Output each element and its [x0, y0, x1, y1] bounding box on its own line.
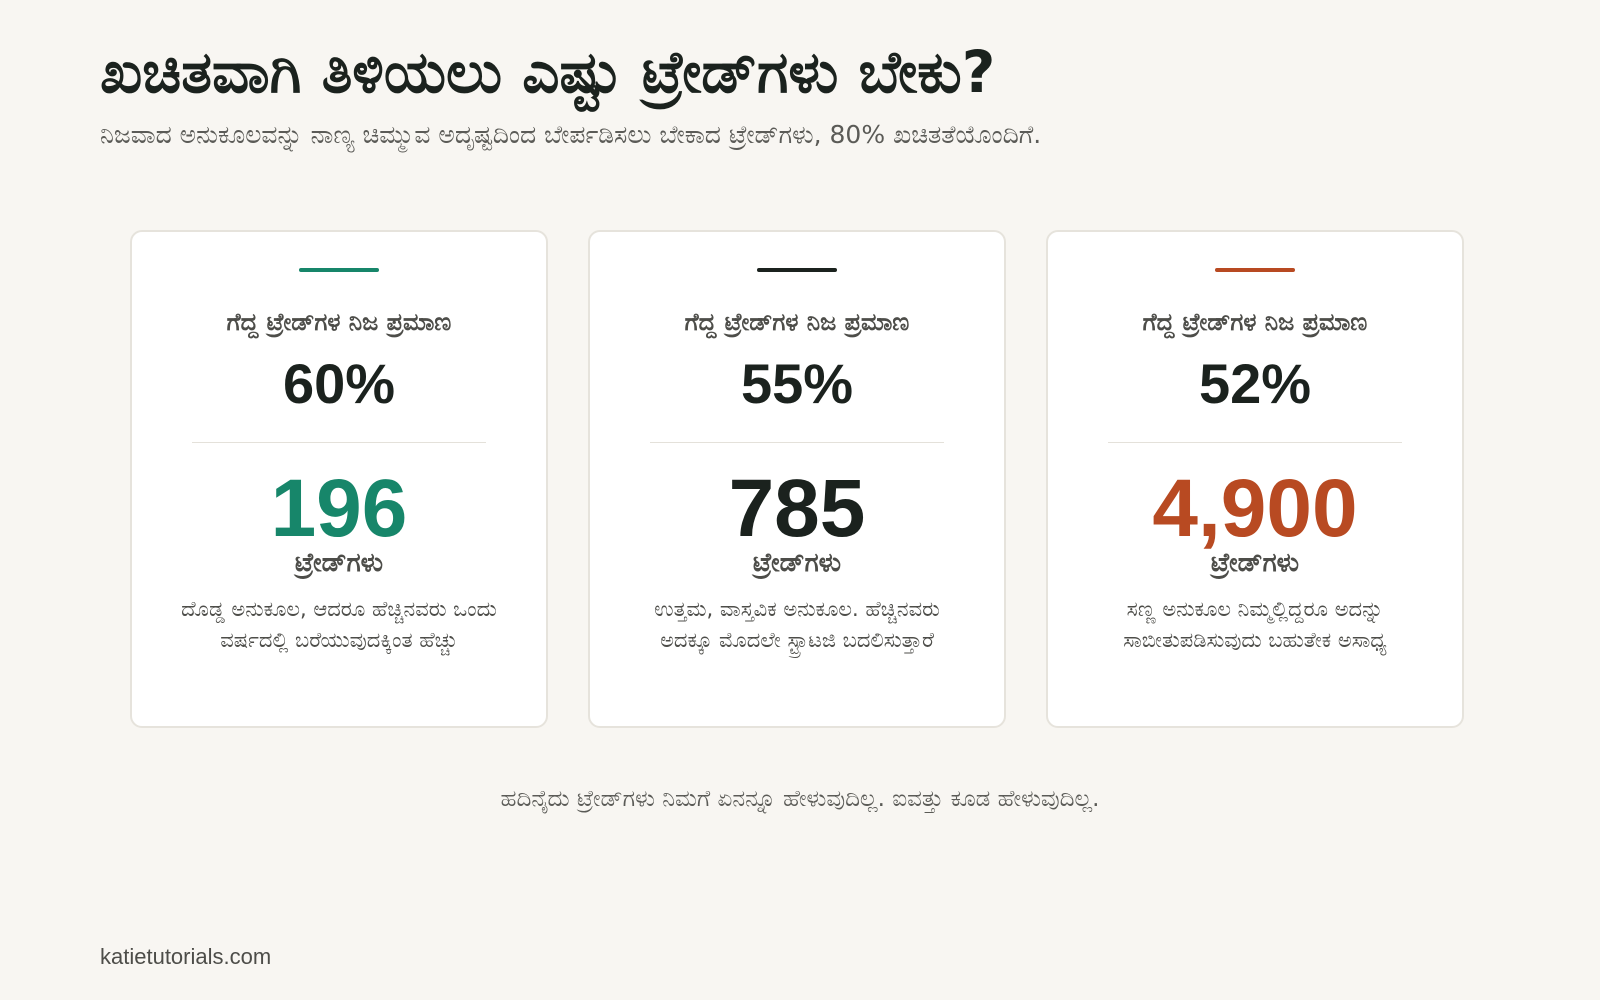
trade-count-value: 196	[270, 463, 408, 554]
card-label: ಗೆದ್ದ ಟ್ರೇಡ್‌ಗಳ ನಿಜ ಪ್ರಮಾಣ	[684, 308, 910, 336]
card-divider	[650, 442, 944, 443]
trades-unit-label: ಟ್ರೇಡ್‌ಗಳು	[294, 548, 384, 578]
page-title: ಖಚಿತವಾಗಿ ತಿಳಿಯಲು ಎಷ್ಟು ಟ್ರೇಡ್‌ಗಳು ಬೇಕು?	[100, 38, 996, 106]
trades-unit-label: ಟ್ರೇಡ್‌ಗಳು	[752, 548, 842, 578]
cards-row: ಗೆದ್ದ ಟ್ರೇಡ್‌ಗಳ ನಿಜ ಪ್ರಮಾಣ 60% 196 ಟ್ರೇಡ…	[130, 230, 1470, 728]
page-subtitle: ನಿಜವಾದ ಅನುಕೂಲವನ್ನು ನಾಣ್ಯ ಚಿಮ್ಮುವ ಅದೃಷ್ಟದ…	[100, 120, 1042, 149]
card-label: ಗೆದ್ದ ಟ್ರೇಡ್‌ಗಳ ನಿಜ ಪ್ರಮಾಣ	[1142, 308, 1368, 336]
card-label: ಗೆದ್ದ ಟ್ರೇಡ್‌ಗಳ ನಿಜ ಪ್ರಮಾಣ	[226, 308, 452, 336]
trade-count-value: 4,900	[1152, 463, 1358, 554]
accent-bar	[757, 268, 837, 272]
win-rate-value: 52%	[1198, 352, 1312, 415]
accent-bar	[299, 268, 379, 272]
card-52-percent: ಗೆದ್ದ ಟ್ರೇಡ್‌ಗಳ ನಿಜ ಪ್ರಮಾಣ 52% 4,900 ಟ್ರ…	[1046, 230, 1464, 728]
card-description: ಉತ್ತಮ, ವಾಸ್ತವಿಕ ಅನುಕೂಲ. ಹೆಚ್ಚಿನವರು ಅದಕ್ಕ…	[654, 597, 940, 652]
card-description: ಸಣ್ಣ ಅನುಕೂಲ ನಿಮ್ಮಲ್ಲಿದ್ದರೂ ಅದನ್ನು ಸಾಬೀತು…	[1123, 597, 1387, 652]
card-60-percent: ಗೆದ್ದ ಟ್ರೇಡ್‌ಗಳ ನಿಜ ಪ್ರಮಾಣ 60% 196 ಟ್ರೇಡ…	[130, 230, 548, 728]
footer-note: ಹದಿನೈದು ಟ್ರೇಡ್‌ಗಳು ನಿಮಗೆ ಏನನ್ನೂ ಹೇಳುವುದಿ…	[500, 786, 1100, 812]
card-55-percent: ಗೆದ್ದ ಟ್ರೇಡ್‌ಗಳ ನಿಜ ಪ್ರಮಾಣ 55% 785 ಟ್ರೇಡ…	[588, 230, 1006, 728]
card-divider	[192, 442, 486, 443]
site-url: katietutorials.com	[100, 944, 272, 969]
trade-count-value: 785	[728, 463, 866, 554]
accent-bar	[1215, 268, 1295, 272]
win-rate-value: 55%	[740, 352, 854, 415]
card-divider	[1108, 442, 1402, 443]
trades-unit-label: ಟ್ರೇಡ್‌ಗಳು	[1210, 548, 1300, 578]
card-description: ದೊಡ್ಡ ಅನುಕೂಲ, ಆದರೂ ಹೆಚ್ಚಿನವರು ಒಂದು ವರ್ಷದ…	[181, 597, 497, 652]
win-rate-value: 60%	[282, 352, 396, 415]
